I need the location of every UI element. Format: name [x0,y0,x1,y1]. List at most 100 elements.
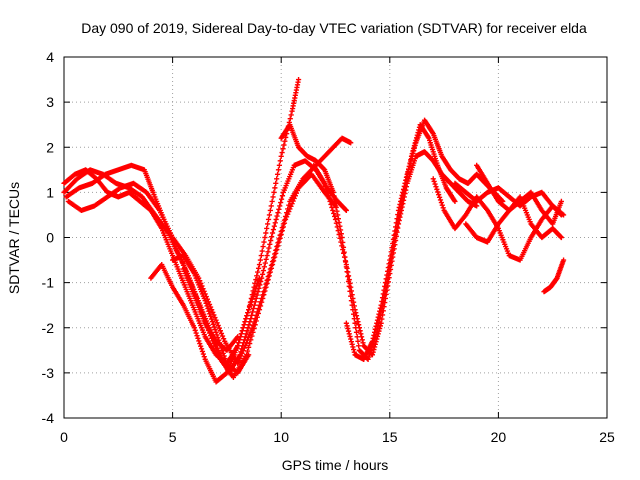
data-point [267,207,273,214]
data-point [353,310,359,316]
data-point [265,249,271,255]
data-point [253,277,259,283]
data-point [247,340,253,347]
data-point [399,192,405,198]
data-point [274,243,280,250]
data-point [383,276,389,282]
data-point [326,195,332,201]
data-point [430,176,436,182]
data-point [381,304,387,310]
data-point [256,261,263,268]
data-point [244,348,251,354]
data-point [212,327,218,333]
data-point [214,332,220,338]
data-point [344,265,350,271]
data-point [248,299,254,305]
data-point [279,225,285,231]
data-point [329,204,335,211]
data-point [338,239,344,245]
data-point [412,142,418,148]
data-point [350,344,356,350]
data-point [286,202,292,208]
data-point [243,316,249,322]
data-point [254,273,260,279]
data-point [271,189,277,195]
data-point [382,280,389,286]
data-point [390,236,397,242]
data-point [333,220,340,226]
data-point [394,216,400,222]
data-point [288,112,294,118]
data-point [558,234,564,241]
data-point [377,323,383,329]
data-point [378,302,384,308]
data-point [221,353,227,359]
data-point [195,335,201,341]
x-tick-label: 5 [169,429,177,445]
data-point [264,277,270,283]
data-point [382,283,388,289]
data-point [269,230,276,236]
data-point [246,334,252,341]
data-point [277,232,283,238]
data-point [191,325,197,331]
data-point [242,334,248,340]
data-point [398,198,404,204]
data-point [278,153,284,159]
data-point [345,328,352,334]
data-point [252,288,258,294]
data-point [403,174,410,180]
data-point [262,234,268,241]
data-point [337,223,343,229]
data-point [272,220,278,226]
data-point [264,252,270,259]
series-track-1 [61,76,302,367]
data-point [212,314,218,321]
data-point [398,211,404,217]
data-point [351,299,357,305]
data-point [558,198,564,204]
data-point [263,230,269,236]
data-point [249,296,255,302]
data-point [379,298,385,305]
data-point [275,240,281,246]
data-point [388,249,394,255]
data-point [376,311,382,317]
data-point [376,328,382,334]
data-point [255,269,261,275]
data-point [222,355,228,362]
data-point [379,316,385,322]
data-point [407,161,413,167]
data-point [261,264,267,270]
x-axis-label: GPS time / hours [282,457,389,473]
data-point [199,348,206,355]
data-point [347,280,353,286]
data-point [273,216,279,223]
data-point [278,228,284,235]
data-point [380,291,386,297]
data-point [278,199,284,206]
data-point [334,208,340,214]
data-point [433,184,439,190]
data-point [372,326,378,332]
data-point [346,331,352,337]
data-point [392,224,399,230]
data-point [325,192,331,198]
data-point [392,228,398,234]
data-point [345,325,351,332]
y-tick-label: 1 [46,184,54,200]
data-point [385,279,391,285]
data-point [216,325,222,331]
data-point [360,340,366,346]
data-point [201,354,207,360]
data-point [371,329,378,335]
data-point [272,251,278,257]
data-point [235,361,241,367]
data-point [267,241,273,247]
data-point [439,202,445,208]
data-point [377,325,383,332]
data-point [271,223,277,229]
data-point [217,328,223,334]
series-track-7 [180,266,241,353]
